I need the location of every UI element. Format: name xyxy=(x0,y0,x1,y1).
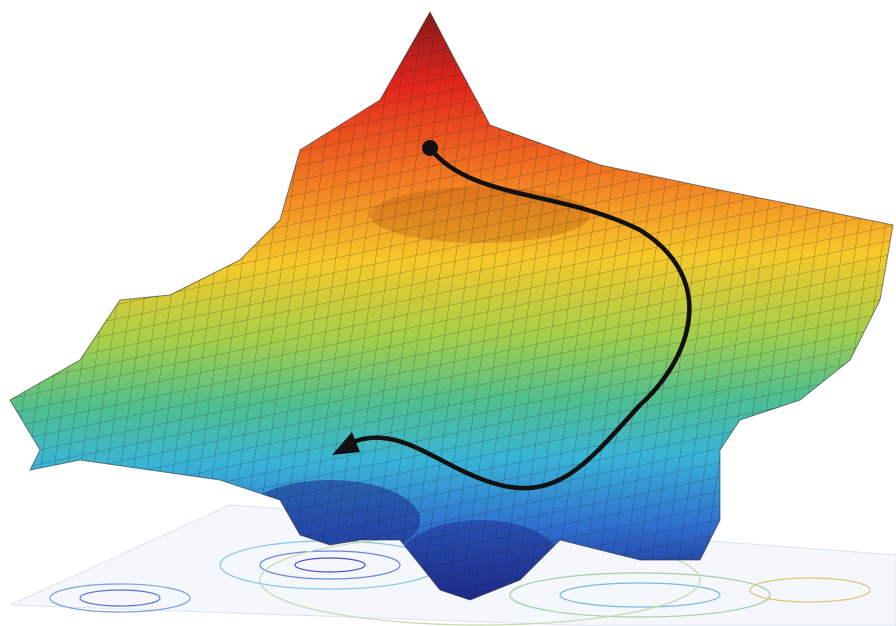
start-point xyxy=(422,140,438,156)
contour xyxy=(749,577,871,603)
contour xyxy=(294,557,366,573)
surface-edge xyxy=(9,10,894,601)
contour xyxy=(49,583,191,613)
path-line xyxy=(345,145,692,491)
descent-path xyxy=(332,140,692,491)
contour xyxy=(79,589,161,607)
arrow-head xyxy=(332,432,360,455)
contour xyxy=(509,572,771,618)
contour xyxy=(259,550,401,580)
contour xyxy=(559,582,721,608)
